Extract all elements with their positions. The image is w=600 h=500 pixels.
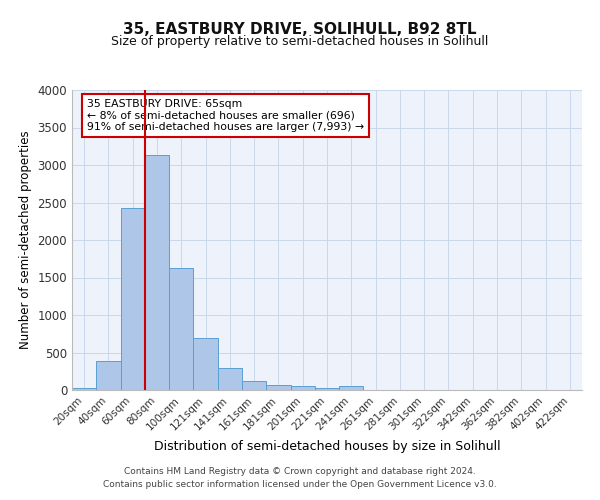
Bar	[96, 361, 121, 390]
Text: Size of property relative to semi-detached houses in Solihull: Size of property relative to semi-detach…	[112, 35, 488, 48]
X-axis label: Distribution of semi-detached houses by size in Solihull: Distribution of semi-detached houses by …	[154, 440, 500, 453]
Text: 35, EASTBURY DRIVE, SOLIHULL, B92 8TL: 35, EASTBURY DRIVE, SOLIHULL, B92 8TL	[123, 22, 477, 38]
Bar	[315, 388, 339, 390]
Bar	[266, 385, 290, 390]
Text: 35 EASTBURY DRIVE: 65sqm
← 8% of semi-detached houses are smaller (696)
91% of s: 35 EASTBURY DRIVE: 65sqm ← 8% of semi-de…	[88, 99, 364, 132]
Bar	[218, 368, 242, 390]
Bar	[145, 155, 169, 390]
Bar	[242, 382, 266, 390]
Text: Contains HM Land Registry data © Crown copyright and database right 2024.: Contains HM Land Registry data © Crown c…	[124, 467, 476, 476]
Y-axis label: Number of semi-detached properties: Number of semi-detached properties	[19, 130, 32, 350]
Bar	[121, 208, 145, 390]
Bar	[339, 386, 364, 390]
Bar	[72, 388, 96, 390]
Bar	[290, 386, 315, 390]
Bar	[193, 338, 218, 390]
Bar	[169, 268, 193, 390]
Text: Contains public sector information licensed under the Open Government Licence v3: Contains public sector information licen…	[103, 480, 497, 489]
